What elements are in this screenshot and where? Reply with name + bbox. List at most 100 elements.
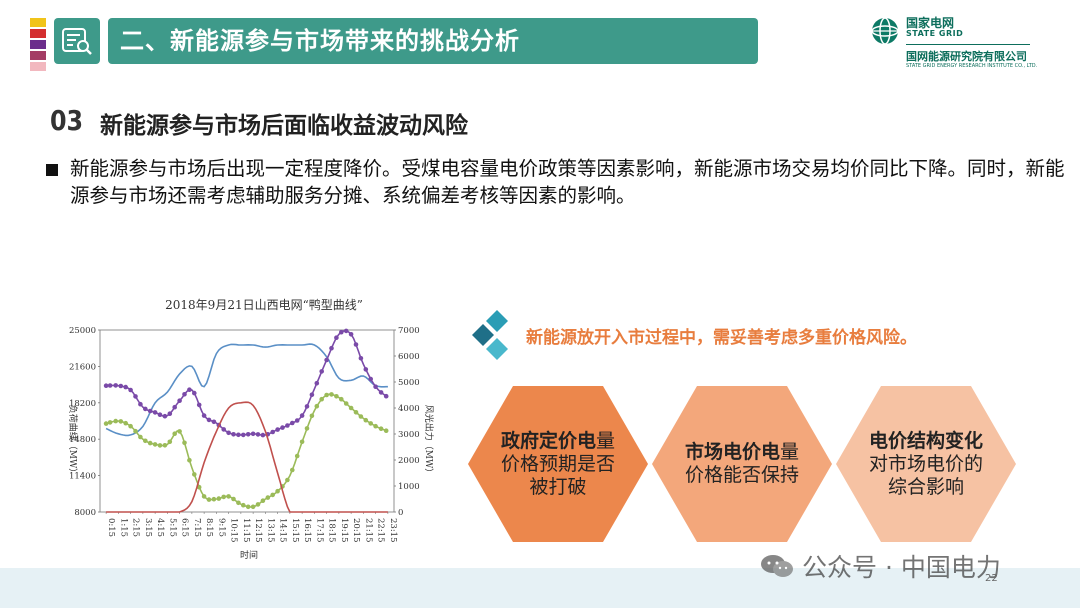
series-point-1 [138, 401, 143, 407]
chart-ylabel-left: 负荷曲线（MW） [67, 405, 79, 477]
series-point-1 [363, 367, 369, 372]
x-tick-label: 18:15 [327, 518, 337, 543]
color-stripe [30, 62, 46, 71]
bullet-text: 新能源参与市场后出现一定程度降价。受煤电容量电价政策等因素影响，新能源市场交易均… [70, 157, 1065, 207]
logo-institute-name: 国网能源研究院有限公司 [906, 50, 1027, 63]
series-point-1 [103, 383, 109, 388]
color-stripes [30, 18, 46, 73]
series-point-1 [373, 384, 378, 389]
series-point-1 [128, 387, 133, 393]
logo-cn-name: 国家电网 [906, 16, 955, 30]
series-point-2 [118, 419, 124, 424]
series-point-2 [245, 504, 251, 510]
hexagon-text: 对市场电价的综合影响 [868, 452, 983, 498]
x-tick-label: 16:15 [302, 518, 312, 543]
series-point-1 [123, 384, 128, 390]
series-point-2 [226, 494, 231, 499]
x-tick-label: 22:15 [376, 518, 386, 543]
series-point-2 [103, 421, 109, 426]
x-tick-label: 3:15 [143, 518, 153, 537]
series-point-2 [294, 453, 300, 459]
series-point-2 [177, 429, 182, 434]
diamond-cluster-icon [472, 310, 508, 360]
hexagon-price-structure: 电价结构变化对市场电价的综合影响 [836, 386, 1016, 542]
series-point-2 [192, 472, 197, 477]
x-tick-label: 5:15 [167, 518, 177, 537]
duck-curve-chart: 2018年9月21日山西电网“鸭型曲线” 25000 21600 18200 1480… [67, 298, 435, 561]
state-grid-globe-icon [871, 17, 899, 45]
series-point-1 [329, 345, 334, 351]
section-title: 新能源参与市场后面临收益波动风险 [100, 113, 468, 139]
y-tick-label-left: 8000 [74, 508, 96, 518]
series-point-2 [329, 392, 334, 397]
series-point-1 [260, 432, 266, 438]
series-point-2 [343, 401, 349, 406]
series-point-2 [231, 496, 236, 502]
series-point-2 [383, 428, 389, 433]
series-point-2 [211, 496, 217, 502]
logo-divider [906, 44, 1030, 45]
series-point-2 [265, 495, 271, 500]
footer-band [0, 568, 1080, 608]
y-tick-label-right: 6000 [398, 352, 420, 362]
series-point-1 [172, 404, 177, 410]
series-point-2 [314, 403, 320, 409]
series-point-1 [241, 432, 246, 438]
series-point-2 [128, 423, 133, 429]
series-point-2 [270, 492, 275, 498]
logo-institute-en-name: STATE GRID ENERGY RESEARCH INSTITUTE CO.… [906, 63, 1038, 69]
x-tick-label: 0:15 [106, 518, 116, 537]
color-stripe [30, 51, 46, 60]
series-point-1 [255, 432, 261, 437]
series-point-2 [319, 396, 324, 402]
series-point-2 [378, 426, 384, 431]
wechat-icon [761, 555, 793, 577]
page-number: 22 [985, 573, 998, 584]
series-point-2 [275, 488, 280, 494]
x-tick-label: 15:15 [290, 518, 300, 543]
series-point-1 [143, 406, 148, 412]
x-tick-label: 8:15 [204, 518, 214, 537]
chart-ylabel-right: 风光出力（MW） [423, 405, 435, 477]
hexagon-text: 量价格预期是否被打破 [500, 429, 616, 498]
series-point-1 [319, 369, 324, 374]
y-tick-label-right: 4000 [398, 404, 420, 414]
y-tick-label-left: 14800 [69, 435, 96, 445]
hexagon-bold-text: 政府定价电 [500, 429, 596, 452]
series-point-1 [118, 383, 124, 389]
series-point-2 [216, 496, 222, 501]
series-point-2 [236, 500, 241, 506]
x-tick-label: 1:15 [118, 518, 128, 537]
series-point-1 [221, 427, 226, 432]
y-tick-label-left: 25000 [69, 326, 96, 336]
series-point-1 [270, 429, 275, 435]
series-point-1 [324, 357, 329, 363]
series-point-1 [206, 417, 212, 423]
watermark-text: 公众号 · 中国电力 [802, 553, 1001, 582]
series-point-2 [107, 420, 113, 425]
series-point-1 [358, 356, 364, 361]
series-point-2 [206, 497, 212, 502]
series-point-1 [250, 431, 256, 437]
color-stripe [30, 29, 46, 38]
series-point-1 [334, 335, 339, 340]
series-point-2 [255, 502, 261, 507]
chart-xlabel: 时间 [240, 549, 258, 561]
hexagon-government-price: 政府定价电量价格预期是否被打破 [468, 386, 648, 542]
series-point-2 [334, 394, 339, 399]
series-point-1 [231, 432, 236, 437]
series-point-2 [143, 438, 148, 444]
y-tick-label-right: 0 [398, 508, 403, 518]
series-point-1 [236, 432, 241, 438]
series-point-2 [133, 428, 138, 434]
series-point-1 [133, 394, 138, 399]
series-point-1 [152, 410, 158, 415]
chart-title: 2018年9月21日山西电网“鸭型曲线” [165, 298, 363, 312]
series-point-1 [211, 419, 217, 425]
series-point-2 [201, 494, 207, 499]
series-point-2 [182, 440, 187, 446]
series-point-2 [373, 423, 378, 429]
color-stripe [30, 18, 46, 27]
series-line-0 [105, 343, 388, 437]
x-tick-label: 9:15 [216, 518, 226, 537]
